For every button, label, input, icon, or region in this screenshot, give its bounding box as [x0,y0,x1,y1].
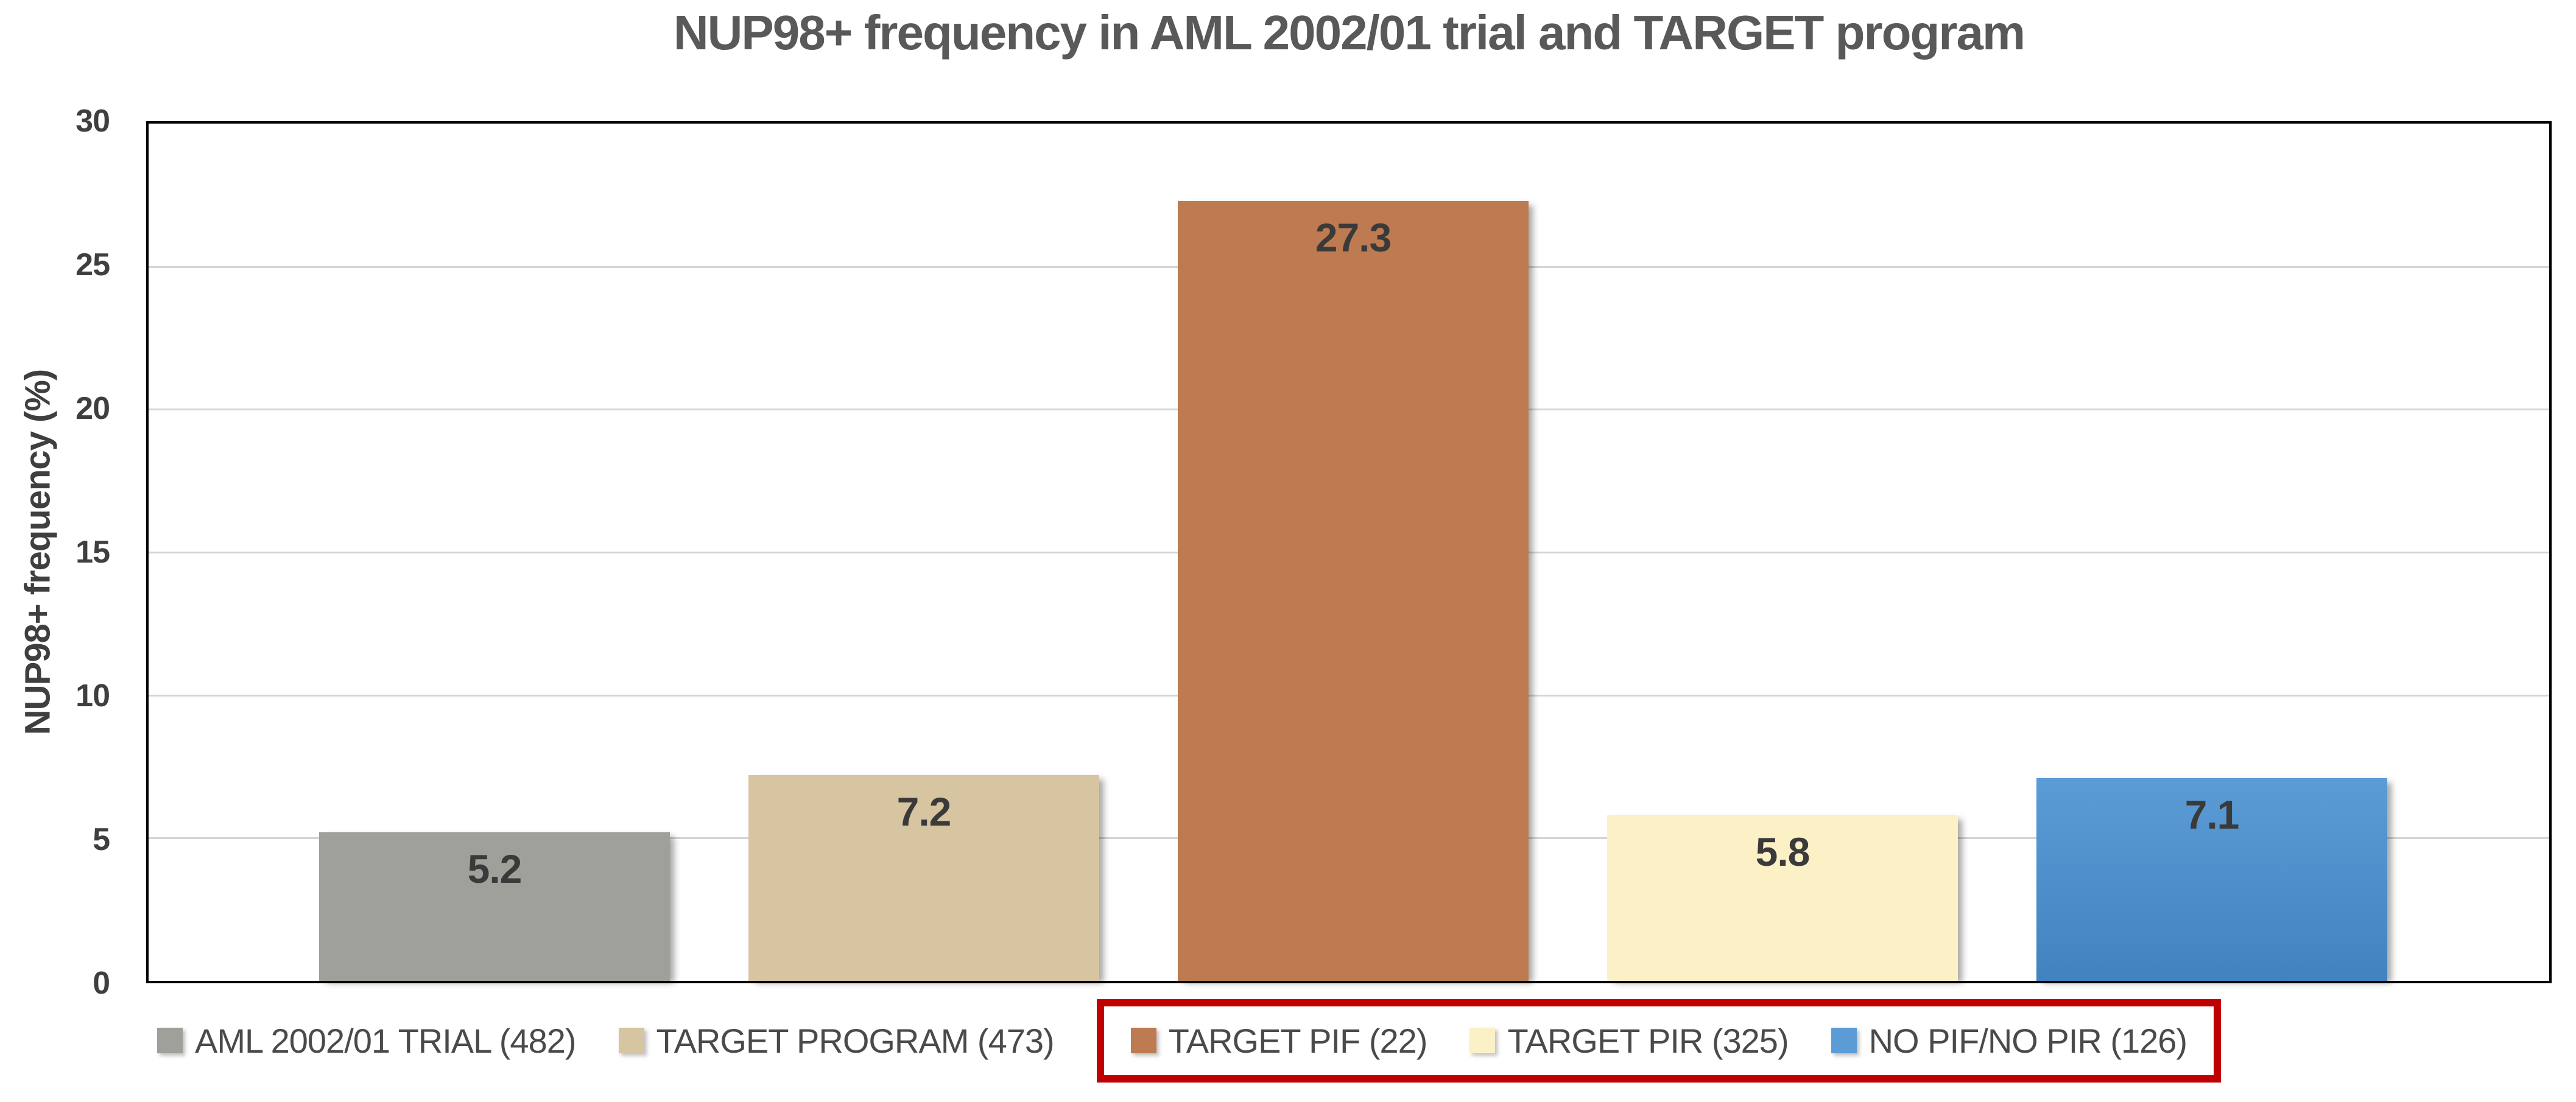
legend-item: TARGET PROGRAM (473) [618,1021,1055,1061]
legend-swatch [1831,1028,1857,1053]
legend-item: NO PIF/NO PIR (126) [1831,1021,2187,1061]
legend-label: TARGET PROGRAM (473) [656,1021,1055,1060]
legend-label: TARGET PIF (22) [1168,1021,1428,1060]
legend-swatch [1469,1028,1496,1053]
legend-item: TARGET PIF (22) [1130,1021,1428,1061]
legend-item: TARGET PIR (325) [1469,1021,1789,1061]
legend-swatch [157,1028,183,1053]
bar-value-label: 5.8 [1755,829,1811,874]
y-tick-label: 10 [76,678,110,714]
bar-value-label: 5.2 [467,846,523,891]
y-tick-label: 30 [76,104,110,139]
bar: 27.3 [1178,201,1529,981]
bar: 7.2 [748,775,1099,981]
legend-label: TARGET PIR (325) [1507,1021,1789,1060]
y-tick-label: 20 [76,391,110,426]
bar: 5.2 [319,832,670,981]
legend-label: NO PIF/NO PIR (126) [1868,1021,2187,1060]
chart-title: NUP98+ frequency in AML 2002/01 trial an… [673,5,2025,60]
y-tick-label: 25 [76,247,110,283]
legend-highlight-box: TARGET PIF (22) TARGET PIR (325) NO PIF/NO… [1096,998,2222,1083]
y-axis-ticks: 0 5 10 15 20 25 30 [0,105,110,999]
legend-item: AML 2002/01 TRIAL (482) [157,1021,577,1061]
legend-swatch [1130,1028,1156,1053]
plot-area: 5.2 7.2 27.3 5.8 7.1 [146,121,2552,983]
bar: 5.8 [1607,815,1958,981]
y-tick-label: 0 [93,966,110,1001]
bar: 7.1 [2036,778,2387,981]
bar-value-label: 7.2 [896,789,952,834]
y-tick-label: 15 [76,535,110,570]
legend-swatch [618,1028,644,1053]
legend: AML 2002/01 TRIAL (482) TARGET PROGRAM (4… [146,985,2552,1096]
legend-label: AML 2002/01 TRIAL (482) [195,1021,577,1060]
bar-value-label: 7.1 [2184,792,2240,837]
bar-value-label: 27.3 [1315,215,1392,260]
y-tick-label: 5 [93,822,110,857]
